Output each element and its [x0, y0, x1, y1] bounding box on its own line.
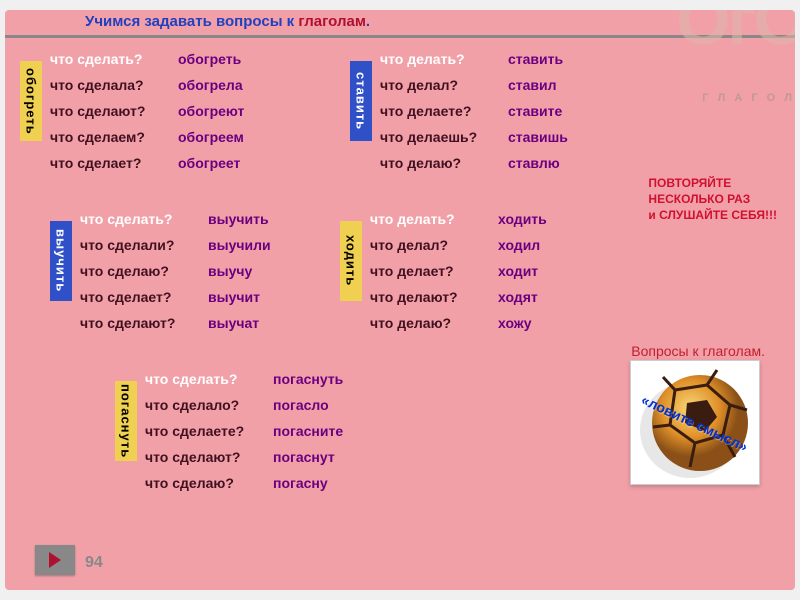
verb-block: выучитьчто сделать?выучитьчто сделали?вы… — [50, 206, 308, 336]
answer-text: погаснут — [273, 449, 373, 465]
qa-row: что делает?ходит — [370, 258, 598, 284]
answer-text: погасните — [273, 423, 373, 439]
verb-label: ходить — [340, 221, 362, 301]
question-text: что сделают? — [50, 103, 178, 119]
qa-row: что делаю?ставлю — [380, 150, 608, 176]
answer-text: ставлю — [508, 155, 608, 171]
question-text: что делать? — [380, 51, 508, 67]
question-text: что сделать? — [80, 211, 208, 227]
question-text: что сделало? — [145, 397, 273, 413]
play-button[interactable] — [35, 545, 75, 575]
question-text: что делает? — [370, 263, 498, 279]
question-text: что сделают? — [80, 315, 208, 331]
qa-row: что делал?ставил — [380, 72, 608, 98]
qa-row: что делаю?хожу — [370, 310, 598, 336]
question-text: что делал? — [380, 77, 508, 93]
verb-block: погаснутьчто сделать?погаснутьчто сделал… — [115, 366, 373, 496]
answer-text: погасну — [273, 475, 373, 491]
question-text: что делаю? — [370, 315, 498, 331]
answer-text: обогреть — [178, 51, 278, 67]
question-text: что сделала? — [50, 77, 178, 93]
qa-row: что делаете?ставите — [380, 98, 608, 124]
question-text: что делаешь? — [380, 129, 508, 145]
qa-row: что делать?ходить — [370, 206, 598, 232]
qa-row: что делал?ходил — [370, 232, 598, 258]
answer-text: обогреем — [178, 129, 278, 145]
answer-text: выучат — [208, 315, 308, 331]
question-text: что сделаем? — [50, 129, 178, 145]
verb-block: обогретьчто сделать?обогретьчто сделала?… — [20, 46, 278, 176]
answer-text: ходить — [498, 211, 598, 227]
verb-block: ставитьчто делать?ставитьчто делал?стави… — [350, 46, 608, 176]
question-text: что сделают? — [145, 449, 273, 465]
qa-row: что сделают?выучат — [80, 310, 308, 336]
verb-label: ставить — [350, 61, 372, 141]
qa-row: что делать?ставить — [380, 46, 608, 72]
qa-row: что сделали?выучили — [80, 232, 308, 258]
qa-row: что сделала?обогрела — [50, 72, 278, 98]
qa-row: что делаешь?ставишь — [380, 124, 608, 150]
qa-row: что сделать?погаснуть — [145, 366, 373, 392]
question-text: что сделает? — [50, 155, 178, 171]
qa-row: что сделают?погаснут — [145, 444, 373, 470]
question-text: что сделаю? — [80, 263, 208, 279]
answer-text: обогрела — [178, 77, 278, 93]
question-text: что сделать? — [50, 51, 178, 67]
question-text: что делаете? — [380, 103, 508, 119]
verb-label: погаснуть — [115, 381, 137, 461]
qa-row: что сделаете?погасните — [145, 418, 373, 444]
answer-text: ходят — [498, 289, 598, 305]
answer-text: выучит — [208, 289, 308, 305]
answer-text: выучу — [208, 263, 308, 279]
answer-text: ставить — [508, 51, 608, 67]
answer-text: выучить — [208, 211, 308, 227]
qa-row: что сделать?выучить — [80, 206, 308, 232]
play-icon — [49, 552, 61, 568]
verb-block: ходитьчто делать?ходитьчто делал?ходилчт… — [340, 206, 598, 336]
answer-text: ставишь — [508, 129, 608, 145]
qa-row: что сделает?выучит — [80, 284, 308, 310]
ball-image: «ловите смысл» — [630, 360, 760, 485]
qa-row: что сделают?обогреют — [50, 98, 278, 124]
verb-label: выучить — [50, 221, 72, 301]
questions-note: Вопросы к глаголам. — [631, 343, 765, 359]
question-text: что сделали? — [80, 237, 208, 253]
answer-text: погаснуть — [273, 371, 373, 387]
question-text: что сделать? — [145, 371, 273, 387]
answer-text: ставите — [508, 103, 608, 119]
question-text: что сделаю? — [145, 475, 273, 491]
answer-text: обогреет — [178, 155, 278, 171]
qa-row: что сделать?обогреть — [50, 46, 278, 72]
question-text: что делают? — [370, 289, 498, 305]
answer-text: хожу — [498, 315, 598, 331]
answer-text: ходит — [498, 263, 598, 279]
slide: ОгО Г Л А Г О Л Учимся задавать вопросы … — [5, 10, 795, 590]
question-text: что делаю? — [380, 155, 508, 171]
qa-row: что сделало?погасло — [145, 392, 373, 418]
page-number: 94 — [85, 554, 103, 572]
question-text: что делал? — [370, 237, 498, 253]
qa-row: что сделаю?выучу — [80, 258, 308, 284]
qa-row: что сделает?обогреет — [50, 150, 278, 176]
answer-text: ходил — [498, 237, 598, 253]
qa-row: что делают?ходят — [370, 284, 598, 310]
answer-text: ставил — [508, 77, 608, 93]
repeat-note: ПОВТОРЯЙТЕ НЕСКОЛЬКО РАЗ и СЛУШАЙТЕ СЕБЯ… — [648, 175, 777, 224]
qa-row: что сделаем?обогреем — [50, 124, 278, 150]
answer-text: обогреют — [178, 103, 278, 119]
question-text: что сделаете? — [145, 423, 273, 439]
question-text: что сделает? — [80, 289, 208, 305]
question-text: что делать? — [370, 211, 498, 227]
qa-row: что сделаю?погасну — [145, 470, 373, 496]
answer-text: выучили — [208, 237, 308, 253]
answer-text: погасло — [273, 397, 373, 413]
verb-label: обогреть — [20, 61, 42, 141]
